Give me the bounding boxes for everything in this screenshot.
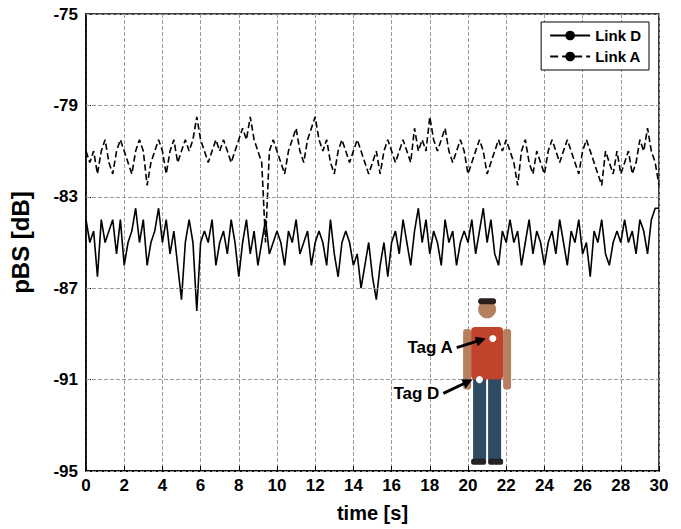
- svg-text:Link A: Link A: [595, 48, 640, 65]
- svg-text:30: 30: [650, 476, 669, 495]
- svg-text:26: 26: [573, 476, 592, 495]
- svg-text:2: 2: [119, 476, 128, 495]
- svg-text:Tag A: Tag A: [407, 338, 452, 357]
- svg-text:-75: -75: [53, 5, 78, 24]
- svg-text:Tag D: Tag D: [393, 384, 439, 403]
- svg-text:18: 18: [420, 476, 439, 495]
- svg-text:-91: -91: [53, 370, 78, 389]
- svg-text:16: 16: [382, 476, 401, 495]
- svg-text:-79: -79: [53, 96, 78, 115]
- svg-text:-95: -95: [53, 462, 78, 481]
- svg-text:24: 24: [535, 476, 554, 495]
- svg-text:Link D: Link D: [595, 27, 641, 44]
- svg-text:-83: -83: [53, 187, 78, 206]
- svg-text:pBS [dB]: pBS [dB]: [7, 191, 34, 294]
- svg-text:12: 12: [306, 476, 325, 495]
- svg-text:10: 10: [268, 476, 287, 495]
- svg-text:time [s]: time [s]: [337, 502, 408, 524]
- svg-text:22: 22: [497, 476, 516, 495]
- svg-text:6: 6: [196, 476, 205, 495]
- svg-text:20: 20: [459, 476, 478, 495]
- svg-text:-87: -87: [53, 279, 78, 298]
- svg-text:4: 4: [158, 476, 168, 495]
- svg-text:0: 0: [81, 476, 90, 495]
- svg-text:28: 28: [611, 476, 630, 495]
- svg-text:8: 8: [234, 476, 243, 495]
- svg-text:14: 14: [344, 476, 363, 495]
